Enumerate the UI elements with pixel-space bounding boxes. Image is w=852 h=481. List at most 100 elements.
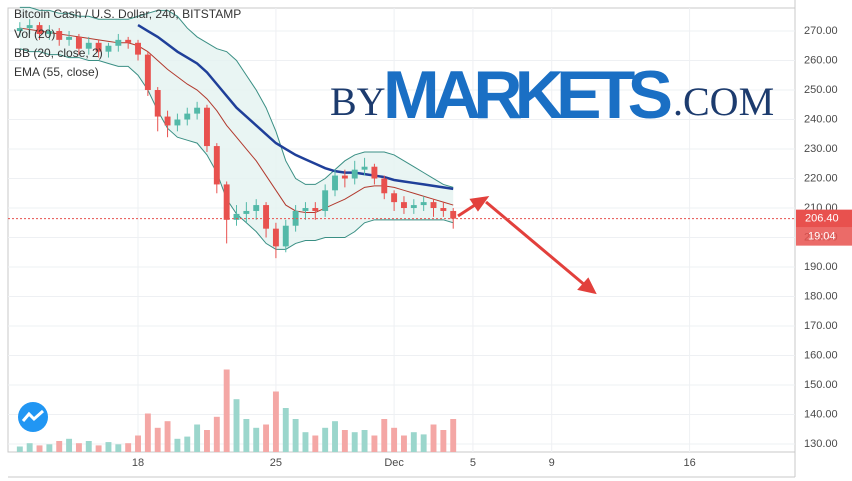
volume-bar bbox=[263, 424, 270, 452]
candle-body bbox=[292, 210, 299, 226]
candle-body bbox=[135, 42, 141, 55]
chart-title: Bitcoin Cash / U.S. Dollar, 240, BITSTAM… bbox=[14, 7, 241, 21]
bb-basis bbox=[19, 27, 454, 213]
logo bbox=[18, 402, 48, 432]
watermark-markets: MARKETS bbox=[383, 57, 673, 133]
candle-body bbox=[450, 210, 457, 219]
volume-bar bbox=[381, 419, 388, 452]
candle-body bbox=[213, 146, 220, 185]
volume-bar bbox=[164, 421, 171, 452]
volume-bar bbox=[401, 435, 407, 452]
volume-bar bbox=[105, 442, 112, 452]
candle-body bbox=[174, 119, 181, 126]
volume-bar bbox=[95, 445, 102, 452]
volume-bar bbox=[135, 435, 141, 452]
y-tick-label: 230.00 bbox=[804, 143, 838, 155]
legend-entry: Vol (20) bbox=[14, 27, 55, 41]
candle-body bbox=[253, 205, 260, 211]
volume-bar bbox=[144, 413, 151, 452]
candle-body bbox=[361, 166, 368, 170]
last-price-box bbox=[796, 209, 852, 228]
candle-body bbox=[144, 54, 151, 91]
legend-entry: BB (20, close, 2) bbox=[14, 46, 103, 60]
volume-bar bbox=[16, 446, 23, 452]
candle-body bbox=[184, 113, 191, 120]
candle-body bbox=[243, 210, 250, 214]
candle-body bbox=[125, 39, 132, 43]
candle-body bbox=[66, 36, 73, 40]
volume-bar bbox=[204, 430, 210, 452]
volume-bar bbox=[292, 419, 299, 452]
candle-body bbox=[332, 175, 338, 191]
watermark-com: .COM bbox=[673, 79, 774, 124]
candle-body bbox=[164, 116, 171, 126]
candle-body bbox=[351, 169, 358, 179]
countdown-label: 19:04 bbox=[808, 231, 836, 243]
logo-icon bbox=[21, 409, 44, 422]
candle-body bbox=[410, 205, 417, 209]
candle-body bbox=[312, 208, 319, 211]
y-tick-label: 150.00 bbox=[804, 379, 838, 391]
y-tick-label: 160.00 bbox=[804, 349, 838, 361]
volume-bar bbox=[233, 399, 240, 452]
candle-body bbox=[46, 31, 53, 34]
candle-body bbox=[371, 166, 378, 179]
last-price-label: 206.40 bbox=[805, 213, 839, 225]
volume-bar bbox=[272, 391, 279, 452]
candle-body bbox=[85, 42, 92, 49]
arrow-down bbox=[485, 200, 587, 288]
y-tick-label: 130.00 bbox=[804, 438, 838, 450]
volume-bar bbox=[66, 438, 73, 452]
candle-body bbox=[341, 175, 348, 179]
volume-bar bbox=[361, 430, 368, 452]
bb-upper bbox=[19, 6, 454, 188]
volume-bar bbox=[371, 435, 378, 452]
candle-body bbox=[440, 208, 447, 211]
candle-body bbox=[430, 202, 437, 209]
y-tick-label: 170.00 bbox=[804, 320, 838, 332]
x-tick-label: 25 bbox=[270, 457, 282, 469]
countdown-box bbox=[796, 227, 852, 246]
volume-bar bbox=[46, 444, 53, 452]
volume-bar bbox=[223, 369, 230, 452]
x-tick-label: 9 bbox=[549, 457, 555, 469]
y-tick-label: 190.00 bbox=[804, 261, 838, 273]
x-tick-label: 18 bbox=[132, 457, 144, 469]
x-tick-label: 5 bbox=[470, 457, 476, 469]
arrow-head bbox=[577, 277, 597, 295]
watermark-by: BY bbox=[330, 79, 386, 124]
arrow-head bbox=[469, 196, 490, 212]
volume-bar bbox=[174, 438, 181, 452]
volume-bar bbox=[450, 419, 457, 452]
candle-body bbox=[223, 184, 230, 220]
volume-bar bbox=[322, 427, 329, 452]
volume-bar bbox=[420, 434, 427, 452]
ema-line bbox=[137, 24, 454, 191]
volume-bar bbox=[125, 443, 132, 452]
volume-bar bbox=[430, 424, 437, 452]
volume-bar bbox=[282, 408, 289, 452]
candle-body bbox=[263, 205, 270, 229]
candle-body bbox=[391, 193, 398, 203]
y-tick-label: 270.00 bbox=[804, 25, 838, 37]
volume-bar bbox=[26, 443, 33, 452]
volume-bar bbox=[213, 416, 220, 452]
candle-body bbox=[194, 107, 201, 114]
y-tick-label: 260.00 bbox=[804, 54, 838, 66]
volume-bar bbox=[56, 441, 63, 452]
candle-body bbox=[26, 25, 33, 29]
y-tick-label: 180.00 bbox=[804, 290, 838, 302]
candle-body bbox=[95, 42, 102, 52]
y-tick-label: 140.00 bbox=[804, 408, 838, 420]
volume-bar bbox=[332, 421, 338, 452]
candle-body bbox=[105, 45, 112, 52]
volume-bar bbox=[341, 430, 348, 452]
candle-body bbox=[381, 178, 388, 194]
volume-bar bbox=[391, 427, 398, 452]
volume-bar bbox=[184, 436, 191, 452]
bb-fill bbox=[19, 7, 454, 250]
marks bbox=[16, 6, 457, 452]
volume-bar bbox=[36, 445, 43, 452]
